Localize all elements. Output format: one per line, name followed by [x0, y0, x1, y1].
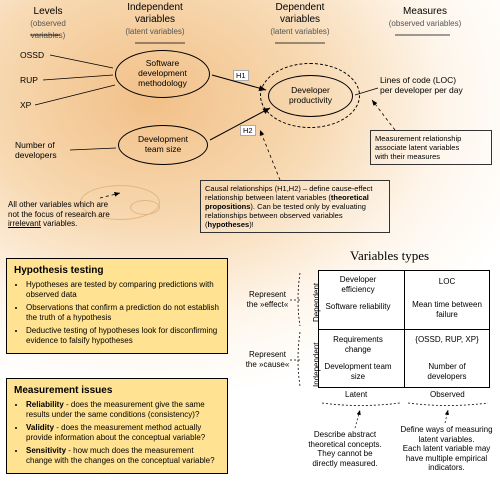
vt-cell: Requirements change — [323, 335, 393, 354]
brace-dep-label: Represent the »effect« — [240, 290, 295, 309]
obs-ossd: OSSD — [20, 50, 44, 60]
callout-measurement: Measurement relationship associate laten… — [370, 130, 492, 165]
hyp-item: Hypotheses are tested by comparing predi… — [26, 280, 220, 301]
vt-cell: Software reliability — [323, 302, 393, 312]
meas-item: Sensitivity - how much does the measurem… — [26, 446, 220, 467]
brace-lat-label: Describe abstract theoretical concepts. … — [295, 430, 395, 468]
vt-cell: Developer efficiency — [323, 275, 393, 294]
obs-numdev: Number of developers — [15, 140, 57, 160]
ghost-ellipse-2 — [130, 200, 160, 215]
vt-title: Variables types — [350, 248, 429, 264]
vt-cell: {OSSD, RUP, XP} — [412, 335, 482, 345]
ellipse-prod-dashed — [260, 63, 360, 128]
vt-cell: Number of developers — [412, 362, 482, 381]
obs-rup: RUP — [20, 75, 38, 85]
vt-axis-ind: Independent — [312, 343, 321, 388]
brace-ind-label: Represent the »cause« — [240, 350, 295, 369]
irrelevant-text: All other variables which are not the fo… — [8, 200, 118, 229]
hyp-item: Deductive testing of hypotheses look for… — [26, 326, 220, 347]
box-measurement: Measurement issues Reliability - does th… — [6, 378, 228, 474]
callout-causal: Causal relationships (H1,H2) – define ca… — [200, 180, 390, 233]
meas-item: Reliability - does the measurement give … — [26, 400, 220, 421]
vt-cell: Mean time between failure — [412, 300, 482, 319]
hyp-item: Observations that confirm a prediction d… — [26, 303, 220, 324]
obs-xp: XP — [20, 100, 31, 110]
vt-axis-obs: Observed — [430, 390, 465, 399]
box-hypothesis: Hypothesis testing Hypotheses are tested… — [6, 258, 228, 354]
vt-cell: LOC — [412, 277, 482, 287]
header-dv: Dependent variables(latent variables) — [255, 2, 345, 38]
brace-obs-label: Define ways of measuring latent variable… — [395, 425, 498, 473]
header-measures: Measures(observed variables) — [380, 6, 470, 30]
edge-h1: H1 — [233, 70, 249, 81]
header-iv: Independent variables(latent variables) — [110, 2, 200, 38]
edge-h2: H2 — [240, 125, 256, 136]
vt-vline — [404, 270, 405, 388]
vt-cell: Development team size — [323, 362, 393, 381]
header-levels: Levels(observed variables) — [18, 6, 78, 42]
meas-item: Validity - does the measurement method a… — [26, 423, 220, 444]
ellipse-teamsize: Development team size — [118, 125, 208, 165]
measure-loc: Lines of code (LOC) per developer per da… — [380, 75, 463, 95]
hyp-title: Hypothesis testing — [14, 264, 220, 277]
meas-title: Measurement issues — [14, 384, 220, 397]
vt-axis-dep: Dependent — [312, 283, 321, 322]
ellipse-sdm: Software development methodology — [115, 50, 210, 98]
vt-axis-lat: Latent — [345, 390, 367, 399]
